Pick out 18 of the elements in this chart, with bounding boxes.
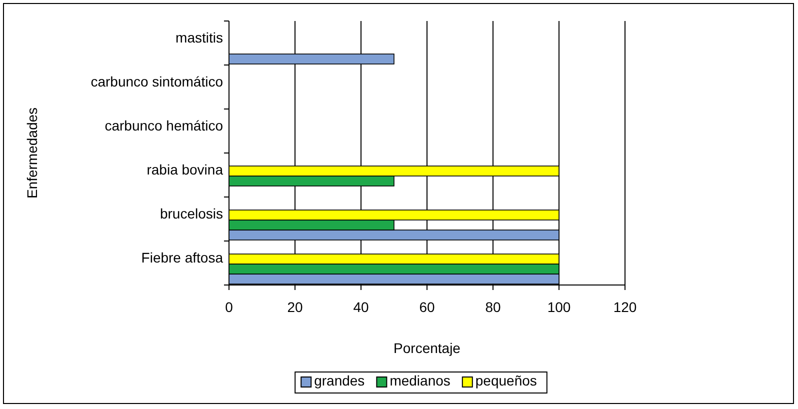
legend-label: medianos	[390, 372, 450, 389]
y-tick-label: Fiebre aftosa	[141, 250, 224, 266]
y-axis-title: Enfermedades	[24, 107, 40, 199]
x-tick-label: 40	[353, 298, 369, 315]
legend-label: grandes	[314, 372, 365, 389]
x-tick-label: 60	[419, 298, 435, 315]
x-tick-label: 0	[225, 298, 234, 315]
x-tick-label: 20	[287, 298, 303, 315]
y-tick-label: brucelosis	[160, 206, 223, 222]
y-tick-label: carbunco sintomático	[90, 74, 224, 90]
y-tick-label: carbunco hemático	[104, 118, 224, 134]
y-tick-label: mastitis	[176, 30, 223, 46]
y-tick-label: rabia bovina	[146, 162, 224, 178]
x-tick-label: 120	[613, 298, 637, 315]
x-tick-label: 80	[485, 298, 501, 315]
x-axis-title: Porcentaje	[394, 340, 461, 356]
legend-label: pequeños	[475, 372, 537, 389]
x-tick-label: 100	[547, 298, 571, 315]
